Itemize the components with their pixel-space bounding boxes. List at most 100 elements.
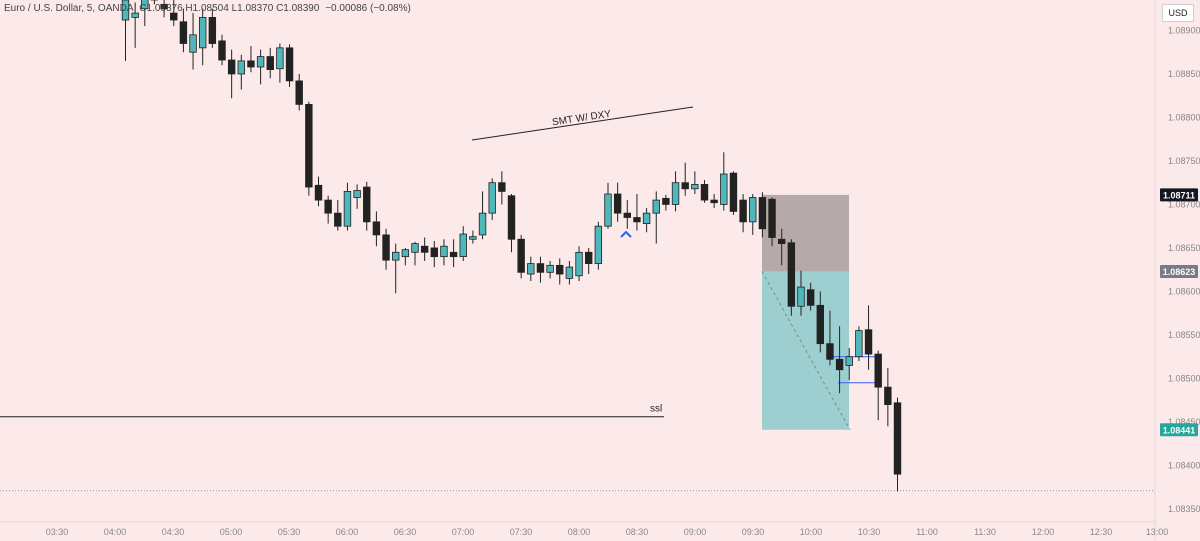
price-tick-label: 1.08750 xyxy=(1168,156,1200,166)
price-tick-label: 1.08450 xyxy=(1168,417,1200,427)
candle-body xyxy=(353,190,361,198)
candle-body xyxy=(565,266,574,279)
candle-body xyxy=(536,263,545,273)
time-tick-label: 04:00 xyxy=(104,527,127,537)
time-tick-label: 09:00 xyxy=(684,527,707,537)
candle-body xyxy=(459,233,467,258)
candle-body xyxy=(527,263,535,275)
price-badge xyxy=(1160,423,1198,437)
time-tick-label: 06:00 xyxy=(336,527,359,537)
time-tick-label: 08:30 xyxy=(626,527,649,537)
smt-trendline[interactable] xyxy=(471,106,694,141)
candle-body xyxy=(334,212,342,227)
candle-body xyxy=(874,353,882,388)
candle-body xyxy=(710,199,718,204)
candle-body xyxy=(420,245,429,253)
time-tick-label: 13:00 xyxy=(1146,527,1169,537)
time-tick-label: 03:30 xyxy=(46,527,69,537)
candle-series xyxy=(121,0,902,492)
candle-body xyxy=(208,16,217,44)
candle-body xyxy=(546,264,554,273)
candle-body xyxy=(893,402,902,475)
candle-body xyxy=(227,59,236,75)
candle-body xyxy=(623,212,631,218)
price-tick-label: 1.08350 xyxy=(1168,504,1200,514)
chevron-up-icon[interactable] xyxy=(620,230,632,238)
candle-body xyxy=(517,238,525,273)
candle-body xyxy=(276,47,284,70)
candle-body xyxy=(382,234,390,261)
stop-loss-zone[interactable] xyxy=(762,194,849,272)
time-tick-label: 12:00 xyxy=(1032,527,1055,537)
candle-body xyxy=(285,47,294,82)
change-value: −0.00086 (−0.08%) xyxy=(325,3,411,14)
candle-body xyxy=(237,60,245,75)
candle-body xyxy=(613,193,622,214)
candle-body xyxy=(179,21,188,44)
candle-body xyxy=(343,190,352,227)
time-tick-label: 10:30 xyxy=(858,527,881,537)
price-tick-label: 1.08850 xyxy=(1168,69,1200,79)
candle-body xyxy=(797,286,805,307)
price-badge-label: 1.08623 xyxy=(1163,267,1196,277)
candle-body xyxy=(681,182,689,190)
candle-body xyxy=(266,56,274,70)
candle-body xyxy=(787,242,796,307)
time-tick-label: 07:30 xyxy=(510,527,533,537)
time-tick-label: 05:00 xyxy=(220,527,243,537)
candle-body xyxy=(652,199,660,214)
candle-body xyxy=(739,199,747,223)
candle-body xyxy=(478,212,487,236)
price-tick-label: 1.08500 xyxy=(1168,373,1200,383)
price-tick-label: 1.08900 xyxy=(1168,25,1200,35)
candle-body xyxy=(864,329,873,355)
price-badge-label: 1.08441 xyxy=(1163,425,1196,435)
candle-body xyxy=(247,60,255,68)
time-tick-label: 12:30 xyxy=(1090,527,1113,537)
symbol-legend[interactable]: Euro / U.S. Dollar, 5, OANDA C1.08376 H1… xyxy=(4,3,414,14)
candle-body xyxy=(121,0,130,21)
candle-body xyxy=(758,197,767,230)
candle-body xyxy=(314,184,323,201)
candle-body xyxy=(884,386,892,405)
candle-body xyxy=(816,304,824,345)
candle-body xyxy=(845,356,853,366)
time-tick-label: 11:30 xyxy=(974,527,996,537)
price-tick-label: 1.08550 xyxy=(1168,330,1200,340)
symbol-title: Euro / U.S. Dollar, 5, OANDA xyxy=(4,3,134,14)
price-axis[interactable]: 1.08900 1.08850 1.08800 1.08750 1.08700 1.086… xyxy=(1168,25,1200,514)
candle-body xyxy=(826,343,834,360)
time-tick-label: 06:30 xyxy=(394,527,417,537)
candle-body xyxy=(363,186,371,223)
candle-body xyxy=(575,251,583,277)
time-tick-label: 04:30 xyxy=(162,527,185,537)
candle-body xyxy=(295,80,303,105)
candle-body xyxy=(691,184,699,190)
time-tick-label: 09:30 xyxy=(742,527,765,537)
candle-body xyxy=(440,245,448,258)
time-tick-label: 05:30 xyxy=(278,527,301,537)
price-badge-label: 1.08711 xyxy=(1163,190,1195,200)
price-tick-label: 1.08800 xyxy=(1168,112,1200,122)
candle-body xyxy=(449,251,458,258)
position-path-line xyxy=(761,271,851,431)
time-tick-label: 10:00 xyxy=(800,527,823,537)
time-tick-label: 07:00 xyxy=(452,527,475,537)
currency-button[interactable]: USD xyxy=(1162,4,1194,22)
candle-body xyxy=(189,34,197,53)
candle-body xyxy=(430,247,438,258)
price-tick-label: 1.08700 xyxy=(1168,199,1200,209)
price-badge xyxy=(1160,264,1198,278)
price-badge xyxy=(1160,188,1198,202)
time-tick-label: 08:00 xyxy=(568,527,591,537)
candle-body xyxy=(256,56,265,68)
ssl-label[interactable]: ssl xyxy=(650,404,662,415)
candle-body xyxy=(131,12,139,18)
candle-body xyxy=(556,264,564,275)
candle-body xyxy=(585,251,593,265)
time-axis[interactable]: 03:30 04:00 04:30 05:00 05:30 06:00 06:30 07:00… xyxy=(46,527,1169,537)
candle-body xyxy=(604,193,612,227)
